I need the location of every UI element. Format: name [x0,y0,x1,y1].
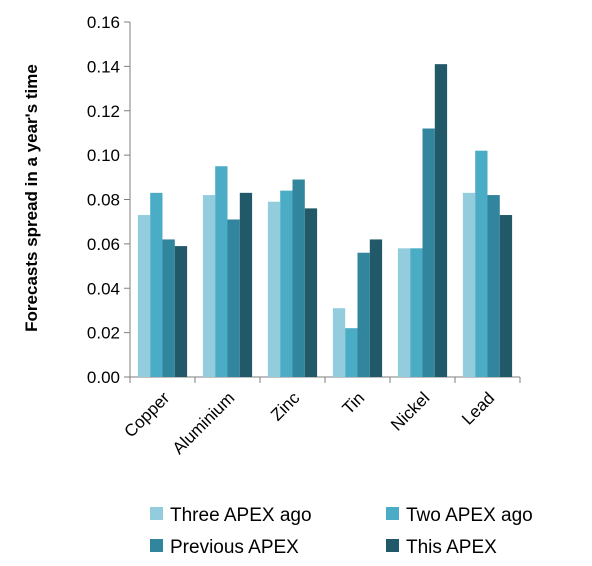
x-tick-label: Lead [458,388,498,428]
bar [162,239,175,377]
y-axis-title: Forecasts spread in a year's time [22,64,41,332]
legend-swatch [386,507,399,520]
y-tick-label: 0.04 [87,279,120,298]
legend-label: Three APEX ago [170,505,312,526]
legend-swatch [150,539,163,552]
x-tick-label: Tin [339,388,369,418]
y-tick-label: 0.02 [87,324,120,343]
legend-item: Two APEX ago [386,505,533,526]
x-tick-label: Nickel [387,388,433,434]
bar [422,128,435,377]
y-axis: 0.00 0.02 0.04 0.06 0.08 0.10 0.12 0.14 0.16 [87,13,131,387]
y-tick-label: 0.14 [87,57,120,76]
bar [292,179,305,377]
bar [304,208,318,377]
legend-label: Two APEX ago [406,505,533,526]
bar [499,215,513,377]
legend-label: Previous APEX [170,537,299,558]
bar [202,195,216,377]
bar [227,219,240,377]
legend: Three APEX ago Two APEX ago Previous APEX T… [150,505,533,558]
y-tick-label: 0.00 [87,368,120,387]
legend-label: This APEX [406,537,497,558]
bar [280,190,293,377]
bar [215,166,228,377]
bar [150,192,163,377]
bar [462,192,476,377]
y-tick-label: 0.16 [87,13,120,32]
bar [487,195,500,377]
bar [239,192,253,377]
bar [410,248,423,377]
x-tick-label: Aluminium [169,388,239,458]
y-tick-label: 0.12 [87,102,120,121]
bar [475,150,488,377]
bar [345,328,358,377]
x-tick-label: Zinc [267,388,303,424]
legend-item: Three APEX ago [150,505,312,526]
bar [357,252,370,377]
bar [397,248,411,377]
bars [137,64,513,377]
bar [174,246,188,377]
bar [332,308,346,377]
legend-swatch [386,539,399,552]
y-tick-label: 0.08 [87,191,120,210]
legend-item: Previous APEX [150,537,299,558]
y-tick-label: 0.10 [87,146,120,165]
bar [137,215,151,377]
bar [369,239,383,377]
legend-item: This APEX [386,537,497,558]
bar [434,64,448,377]
y-tick-label: 0.06 [87,235,120,254]
legend-swatch [150,507,163,520]
bar [267,201,281,377]
x-tick-label: Copper [120,388,173,441]
